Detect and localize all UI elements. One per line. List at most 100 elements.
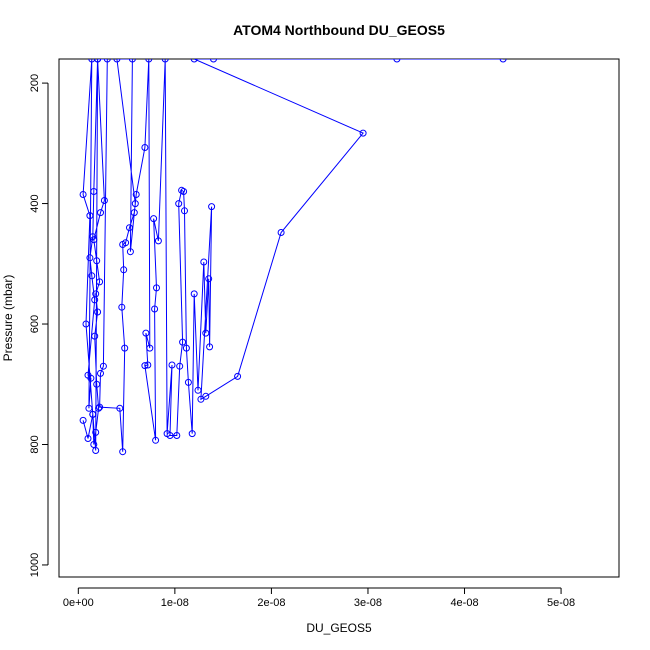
data-point xyxy=(173,432,181,439)
data-point xyxy=(179,338,187,346)
data-point xyxy=(96,278,104,286)
x-tick-label: 0e+00 xyxy=(63,597,94,609)
data-point xyxy=(151,305,159,313)
data-point xyxy=(122,239,130,247)
data-point xyxy=(96,403,104,411)
x-tick-label: 3e-08 xyxy=(354,597,382,609)
data-point xyxy=(182,344,190,352)
data-point xyxy=(79,191,87,198)
data-point xyxy=(126,224,133,232)
data-point xyxy=(205,275,213,283)
data-point xyxy=(90,441,98,448)
data-point xyxy=(184,378,192,386)
data-point xyxy=(499,59,507,63)
x-tick-label: 1e-08 xyxy=(161,597,189,609)
data-point xyxy=(119,448,127,456)
x-tick-label: 5e-08 xyxy=(547,597,575,609)
data-point xyxy=(85,404,93,412)
data-point xyxy=(121,344,129,352)
data-point xyxy=(116,404,124,412)
data-point xyxy=(91,332,99,340)
data-point xyxy=(86,254,94,262)
data-point xyxy=(277,229,285,236)
y-tick-label: 800 xyxy=(29,435,41,453)
data-point xyxy=(154,237,162,245)
data-point xyxy=(86,212,94,220)
data-point xyxy=(131,200,139,208)
series-line xyxy=(82,59,504,452)
data-point xyxy=(161,59,169,63)
data-point xyxy=(145,59,153,63)
data-point xyxy=(100,197,108,204)
data-point xyxy=(88,272,96,280)
data-point xyxy=(234,372,242,380)
data-point xyxy=(152,436,160,444)
data-point xyxy=(97,209,104,217)
data-point xyxy=(208,203,216,211)
data-point xyxy=(206,343,214,351)
data-point xyxy=(88,59,96,63)
y-tick-label: 400 xyxy=(29,194,41,212)
data-point xyxy=(92,428,100,436)
data-point xyxy=(89,233,97,241)
data-point xyxy=(94,59,102,63)
data-point xyxy=(146,344,154,352)
data-point xyxy=(113,59,121,63)
data-point xyxy=(190,59,198,63)
data-point xyxy=(176,362,184,370)
data-point xyxy=(94,308,102,316)
y-tick-label: 200 xyxy=(29,74,41,92)
data-point xyxy=(89,410,97,418)
data-point xyxy=(84,435,92,442)
x-tick-label: 2e-08 xyxy=(257,597,285,609)
y-axis-label: Pressure (mbar) xyxy=(1,275,15,362)
data-point xyxy=(84,371,92,379)
data-point xyxy=(128,59,136,63)
data-point xyxy=(90,236,98,244)
data-point xyxy=(202,329,210,337)
data-point xyxy=(93,257,101,265)
data-point xyxy=(79,416,87,424)
data-point xyxy=(132,191,140,198)
y-tick-label: 600 xyxy=(29,315,41,333)
chart-title: ATOM4 Northbound DU_GEOS5 xyxy=(233,22,445,38)
data-point xyxy=(180,188,188,195)
data-point xyxy=(175,200,183,208)
data-point xyxy=(103,59,111,63)
data-point xyxy=(166,432,174,439)
data-point xyxy=(92,290,100,298)
x-axis-label: DU_GEOS5 xyxy=(306,621,372,635)
data-point xyxy=(150,215,158,223)
data-point xyxy=(200,258,208,266)
y-axis: 200 400 600 800 1000 xyxy=(29,74,49,577)
data-point xyxy=(188,430,196,438)
data-point xyxy=(190,290,198,298)
x-tick-label: 4e-08 xyxy=(450,597,478,609)
data-point xyxy=(210,59,217,63)
data-point xyxy=(92,447,100,454)
data-point xyxy=(181,207,188,215)
y-tick-label: 1000 xyxy=(29,553,41,577)
series-layer xyxy=(79,59,507,456)
data-point xyxy=(126,248,134,256)
data-point xyxy=(168,361,176,369)
data-point xyxy=(393,59,401,63)
plot-frame xyxy=(58,58,620,578)
x-axis: 0e+00 1e-08 2e-08 3e-08 4e-08 5e-08 xyxy=(63,587,575,609)
data-point xyxy=(93,380,101,388)
data-point xyxy=(141,362,149,370)
data-point xyxy=(97,369,104,377)
data-point xyxy=(197,395,205,403)
data-point xyxy=(130,209,138,217)
data-point xyxy=(141,144,149,151)
data-point xyxy=(90,188,98,195)
data-point xyxy=(202,392,210,400)
data-point xyxy=(194,386,202,394)
data-point xyxy=(95,404,103,412)
data-point xyxy=(118,303,126,311)
data-point xyxy=(142,329,150,337)
data-point xyxy=(99,362,107,370)
data-point xyxy=(82,320,90,328)
data-point xyxy=(153,284,160,292)
